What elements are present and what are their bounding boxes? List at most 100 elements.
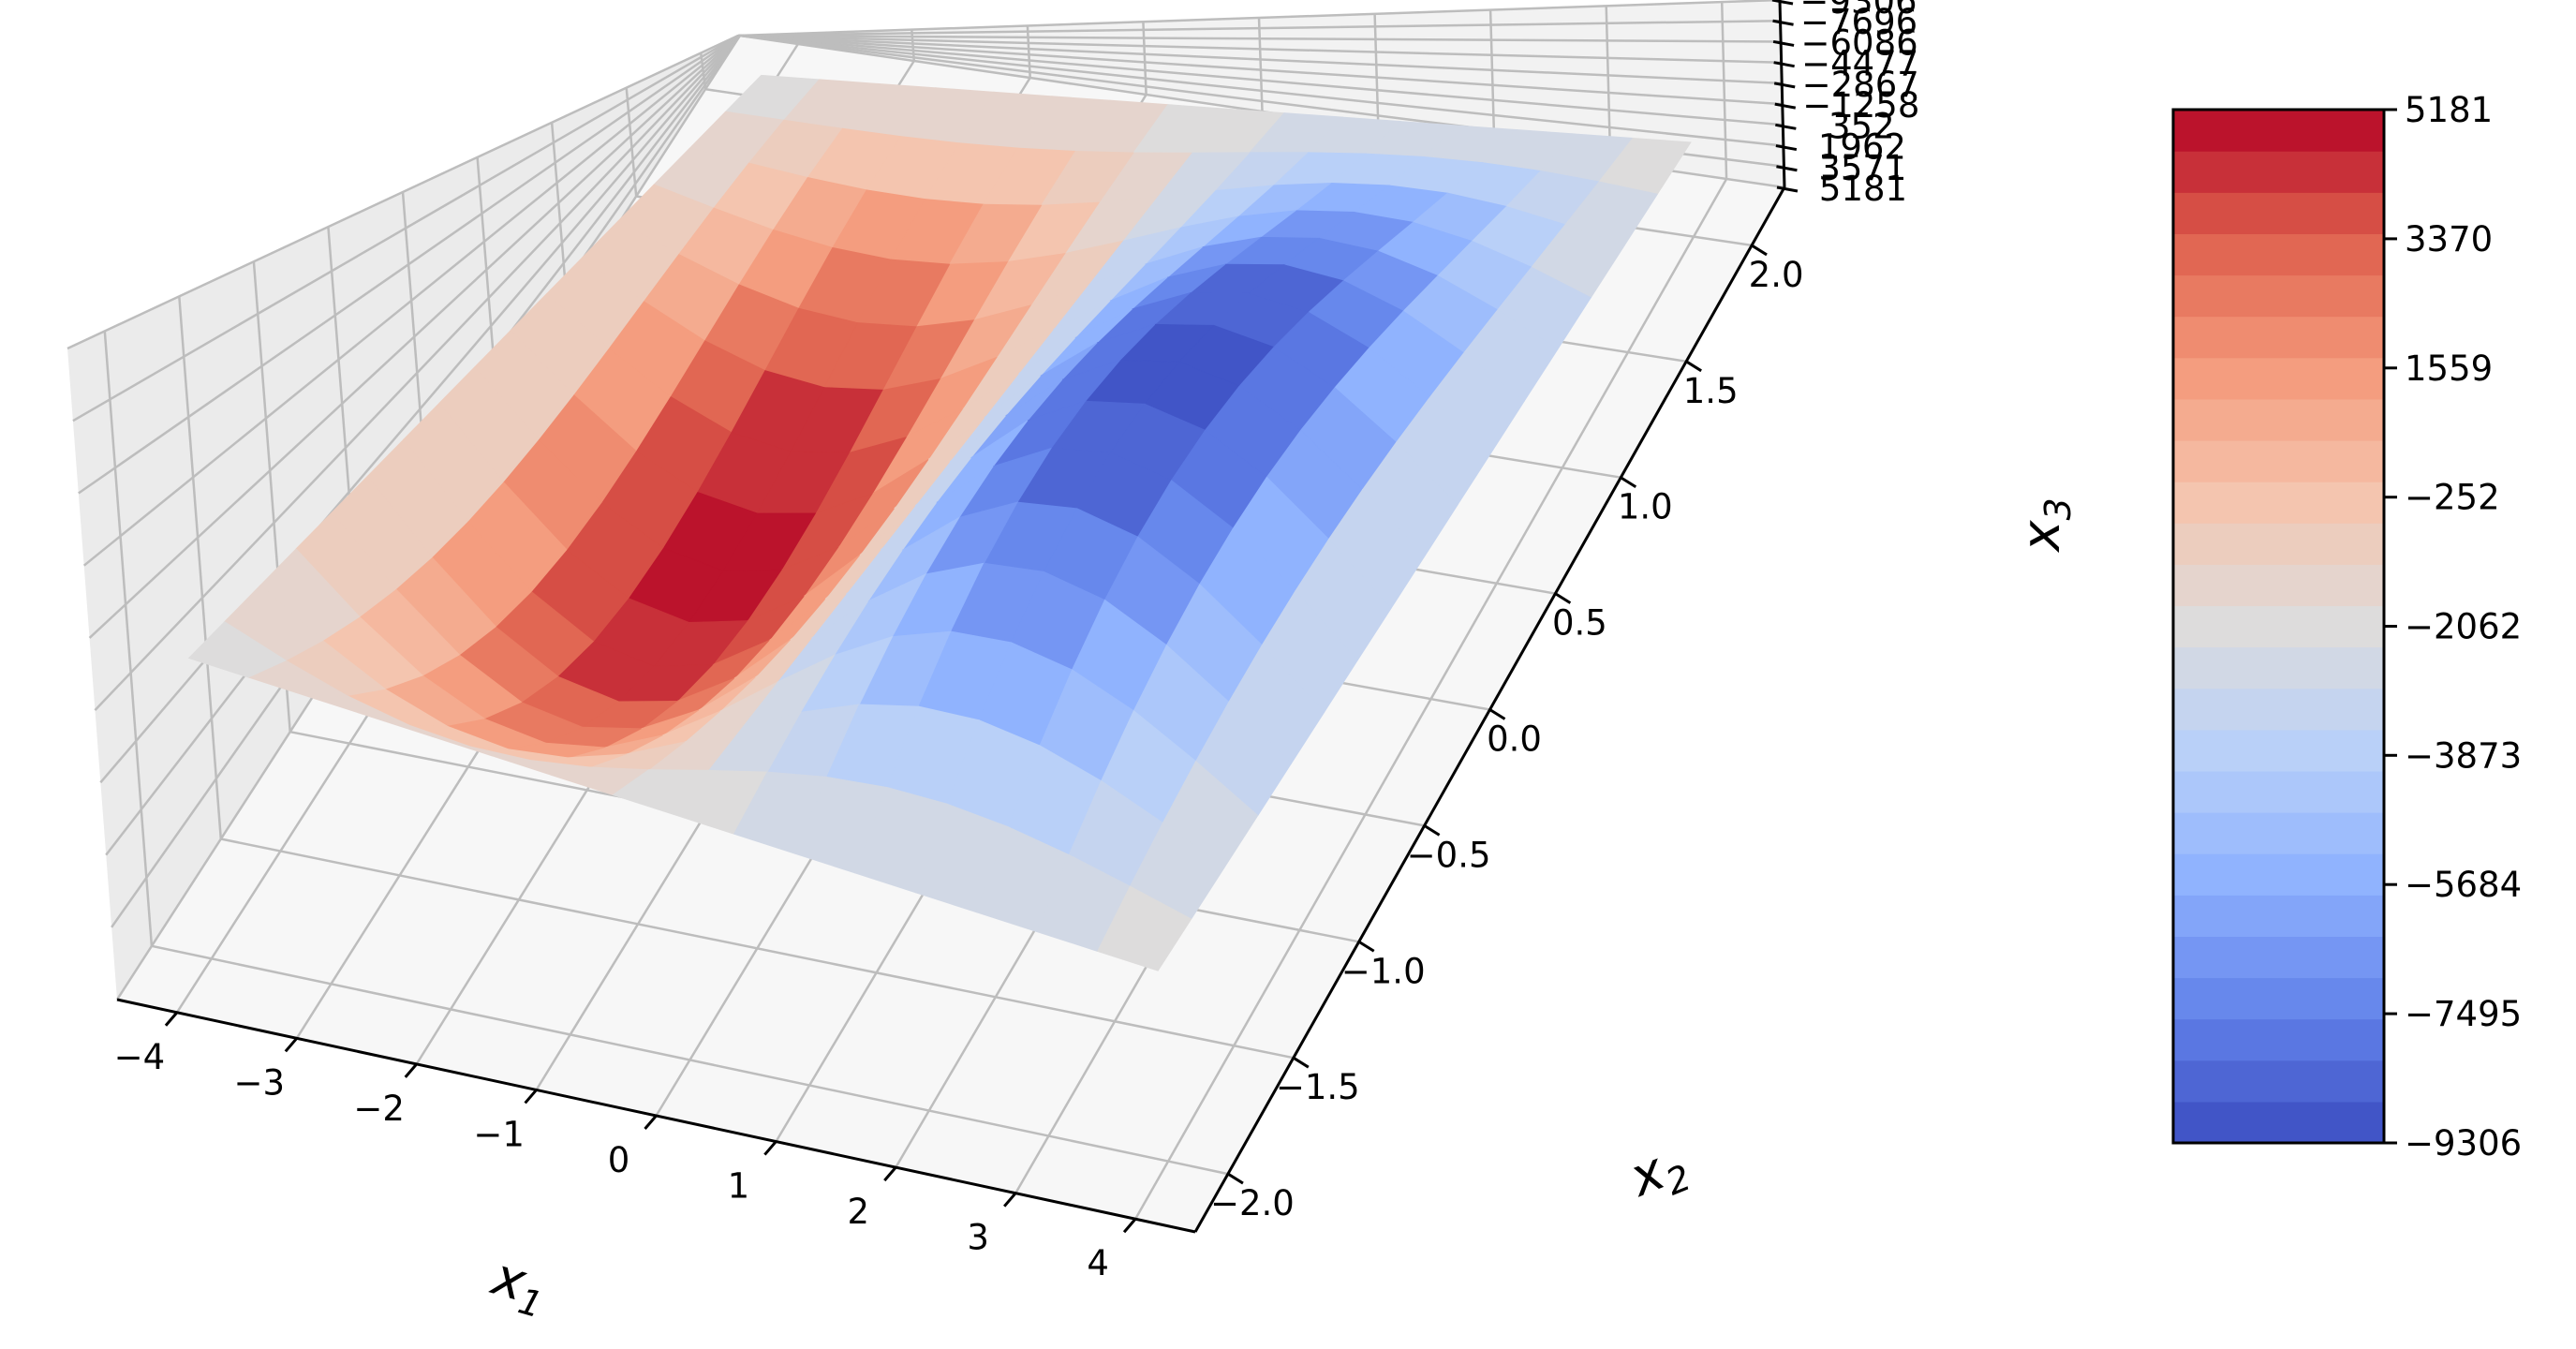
x3-tick-mark [1771,0,1794,6]
grid-line-left-z [82,35,740,567]
x2-tick-mark [1357,941,1375,953]
x2-axis-ticks: −2.0 −1.5 −1.0 −0.5 0.0 0.5 1.0 1.5 2.0 [1210,244,1804,1223]
x1-tick-mark [1003,1192,1017,1208]
colorbar-segment [2173,482,2384,524]
x3-tick-label: −4477 [1801,44,1918,84]
grid-line-back-z [738,34,1783,85]
colorbar-tick-label: −2062 [2405,607,2522,647]
x2-tick-mark [1227,1172,1244,1185]
x3-tick-label: −6086 [1801,23,1918,64]
colorbar-segment [2173,646,2384,689]
x2-tick-label: 1.5 [1683,371,1739,411]
x2-tick-label: 0.5 [1552,603,1607,644]
x1-axis-ticks: −4 −3 −2 −1 0 1 2 3 4 [114,1011,1137,1283]
colorbar: 5181 3370 1559 −252 −2062 −3873 −5684 −7495 −930… [2171,90,2522,1164]
grid-line-left-z [67,34,739,350]
x3-tick-mark [1776,185,1799,193]
x3-tick-mark [1775,123,1797,130]
colorbar-tick-label: 3370 [2405,219,2493,259]
x2-tick-mark [1293,1056,1310,1069]
x2-tick-label: −1.5 [1276,1067,1360,1107]
x3-tick-label: 3571 [1818,148,1906,188]
x3-tick-label: 1962 [1818,127,1906,168]
grid-line-left-z [72,34,739,422]
x3-axis-label-main: x [2011,520,2072,554]
grid-line-back-x [1026,25,1031,79]
x1-tick-label: −3 [234,1062,286,1103]
x3-axis-line [1778,0,1786,188]
x3-tick-label: 352 [1828,106,1895,146]
x1-tick-mark [763,1140,777,1156]
colorbar-tick-label: −3873 [2405,735,2522,776]
x1-tick-label: 2 [848,1192,870,1232]
x1-tick-label: −4 [114,1037,166,1077]
x2-tick-mark [1423,824,1441,837]
x2-tick-label: −2.0 [1210,1183,1295,1223]
x1-tick-mark [404,1062,418,1078]
grid-line-back-z [738,19,1781,37]
x1-tick-mark [644,1115,658,1130]
x1-tick-mark [164,1011,179,1027]
grid-line-left-y [699,52,707,90]
colorbar-segment [2173,151,2384,193]
grid-line-left-z [78,34,740,495]
x3-tick-mark [1773,82,1796,89]
x3-tick-label: 5181 [1819,169,1907,209]
colorbar-segment [2173,1060,2384,1103]
x1-tick-label: −2 [353,1089,405,1129]
colorbar-segment [2173,895,2384,937]
colorbar-segment [2173,853,2384,896]
x2-tick-label: 2.0 [1749,255,1804,295]
colorbar-segment [2173,812,2384,854]
colorbar-segment [2173,1018,2384,1061]
colorbar-segment [2173,233,2384,276]
colorbar-segment [2173,523,2384,565]
colorbar-segment [2173,770,2384,813]
colorbar-tick-label: −5684 [2405,865,2522,905]
x3-tick-mark [1775,144,1798,152]
grid-line-back-z [739,34,1783,106]
grid-line-left-y [625,87,638,197]
grid-line-back-x [910,29,916,62]
x3-tick-mark [1776,165,1798,172]
grid-line-floor-y [220,838,1295,1060]
x1-tick-mark [1122,1218,1137,1234]
grid-line-back-x [1720,2,1728,180]
x2-tick-mark [1488,708,1506,720]
x1-tick-label: 1 [728,1166,750,1207]
grid-line-floor-y [151,944,1229,1176]
x3-axis-ticks: −9306−7696−6086−4477−2867−12583521962357… [1771,0,1919,209]
grid-line-left-y [178,296,223,839]
colorbar-segment [2173,977,2384,1020]
x3-axis-label-sub: 3 [2037,497,2079,520]
grid-line-left-y [103,331,154,946]
colorbar-segment [2173,564,2384,607]
colorbar-segment [2173,110,2384,152]
x2-tick-label: −0.5 [1407,835,1491,875]
colorbar-segment [2173,605,2384,648]
colorbar-tick-label: 1559 [2405,348,2493,389]
grid-line-left-z [94,35,741,711]
grid-line-back-z [737,0,1781,37]
surface-facet [1097,885,1192,971]
grid-line-back-x [1257,17,1264,112]
colorbar-segment [2173,316,2384,359]
x3-tick-label: −9306 [1799,0,1917,22]
x3-tick-label: −7696 [1800,2,1917,42]
colorbar-tick-label: −7495 [2405,994,2522,1034]
grid-line-back-z [738,34,1782,43]
x2-tick-mark [1554,592,1572,604]
colorbar-segment [2173,357,2384,400]
x1-tick-mark [524,1089,538,1104]
x1-tick-label: 4 [1087,1243,1109,1283]
grid-line-back-x [1488,9,1496,146]
x2-tick-mark [1685,360,1702,373]
grid-line-back-x [1373,13,1380,129]
grid-line-back-z [739,34,1784,126]
x3-tick-mark [1772,39,1795,47]
grid-line-back-x [1142,22,1147,96]
x2-tick-label: 1.0 [1618,487,1673,527]
x1-tick-mark [883,1166,897,1182]
colorbar-segment [2173,274,2384,318]
x2-tick-label: 0.0 [1487,719,1542,760]
